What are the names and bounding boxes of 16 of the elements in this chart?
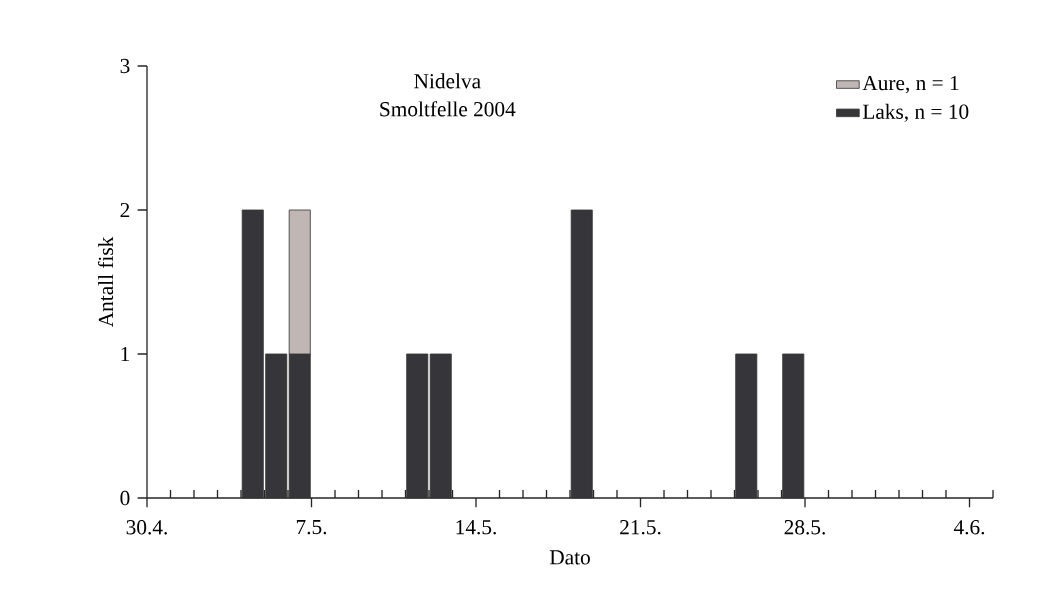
text: Smoltfelle 2004	[380, 101, 516, 117]
y-tick-label: 0	[120, 490, 130, 506]
y-tick-label: 2	[120, 202, 130, 218]
y-tick-label: 3	[120, 58, 130, 74]
y-axis-title: Antall fisk	[97, 236, 114, 328]
x-axis-title: Dato	[549, 550, 590, 565]
legend-label: Laks, n = 10	[862, 103, 969, 122]
x-tick-label: 30.4.	[126, 520, 167, 535]
x-tick-label: 28.5.	[784, 520, 825, 535]
chart-title: Nidelva	[414, 73, 481, 89]
legend-label: Aure, n = 1	[862, 75, 959, 94]
x-tick-label: 4.6.	[953, 520, 985, 535]
x-tick-label: 21.5.	[620, 520, 661, 535]
y-tick-label: 1	[121, 346, 130, 362]
x-tick-label: 14.5.	[456, 520, 496, 535]
x-tick-label: 7.5.	[296, 520, 327, 535]
